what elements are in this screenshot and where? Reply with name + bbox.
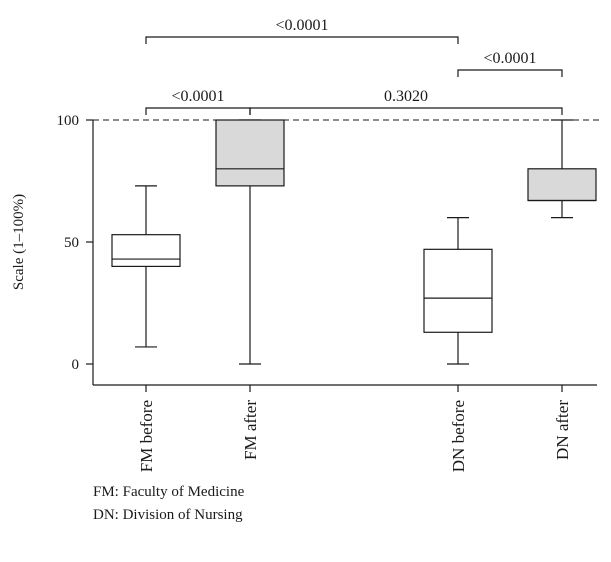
bracket-fm-before-vs-fm-after: <0.0001	[146, 88, 250, 115]
iqr-box	[112, 235, 180, 267]
y-tick-label: 100	[57, 113, 80, 129]
p-value-label: <0.0001	[275, 17, 328, 34]
bracket-line	[146, 37, 458, 44]
box-fm-before	[112, 186, 180, 347]
footnote-fm: FM: Faculty of Medicine	[93, 484, 244, 501]
p-value-label: <0.0001	[171, 88, 224, 105]
footnote-dn: DN: Division of Nursing	[93, 507, 243, 524]
bracket-line	[146, 108, 250, 115]
y-tick-label: 50	[64, 235, 79, 251]
box-dn-after	[528, 120, 596, 218]
x-tick-label: DN before	[449, 400, 468, 472]
bracket-dn-before-vs-dn-after: <0.0001	[458, 50, 562, 77]
box-dn-before	[424, 218, 492, 364]
bracket-fm-after-vs-dn-after: 0.3020	[250, 88, 562, 115]
iqr-box	[424, 249, 492, 332]
bracket-fm-before-vs-dn-before: <0.0001	[146, 17, 458, 44]
iqr-box	[528, 169, 596, 201]
box-plot: 0 50 100 <0.0001 <0.0001 <0.0001 0.3020 FM be…	[0, 0, 611, 520]
bracket-line	[250, 108, 562, 115]
x-tick-label: FM after	[241, 400, 260, 460]
significance-brackets: <0.0001 <0.0001 <0.0001 0.3020	[146, 17, 562, 115]
p-value-label: <0.0001	[483, 50, 536, 67]
boxes	[112, 120, 596, 364]
y-tick-label: 0	[72, 357, 80, 373]
box-fm-after	[216, 120, 284, 364]
x-tick-label: FM before	[137, 400, 156, 472]
x-tick-labels: FM before FM after DN before DN after	[137, 400, 572, 473]
p-value-label: 0.3020	[384, 88, 428, 105]
x-tick-label: DN after	[553, 400, 572, 460]
iqr-box	[216, 120, 284, 186]
bracket-line	[458, 70, 562, 77]
y-axis-label: Scale (1–100%)	[11, 194, 27, 290]
